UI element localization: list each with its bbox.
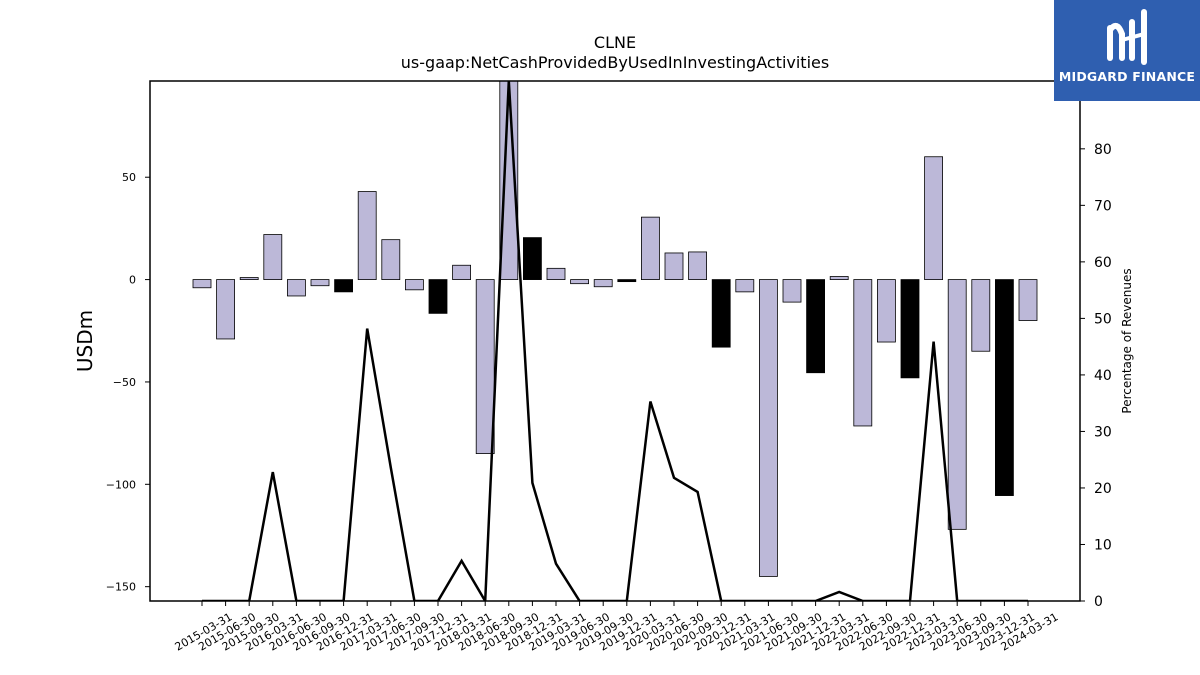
bar <box>735 279 755 293</box>
y-tick-label: 0 <box>129 274 136 287</box>
bar <box>239 277 259 280</box>
bar <box>475 279 495 454</box>
bar <box>570 279 589 285</box>
y-tick-label: −50 <box>113 376 136 389</box>
bar <box>499 81 519 280</box>
y-tick-label: −100 <box>106 478 136 491</box>
bar <box>924 156 943 280</box>
bar <box>664 252 684 280</box>
y2-tick-label: 0 <box>1094 594 1103 610</box>
bar <box>782 279 802 303</box>
y2-axis-label: Percentage of Revenues <box>1120 268 1134 413</box>
bar <box>286 279 306 297</box>
y2-tick-label: 80 <box>1094 142 1112 158</box>
bar <box>546 267 566 280</box>
bar <box>759 279 778 577</box>
bar <box>900 279 920 379</box>
bar <box>829 276 849 280</box>
bar <box>216 279 236 340</box>
bar <box>452 264 472 280</box>
y-tick-label: −150 <box>106 581 136 594</box>
bar <box>853 279 873 427</box>
y-tick-label: 50 <box>122 171 136 184</box>
brand-logo: MIDGARD FINANCE <box>1054 0 1200 101</box>
bar-series <box>192 81 1038 577</box>
x-axis: 2015-03-312015-06-302015-09-302016-03-31… <box>173 601 1061 654</box>
bar <box>310 279 330 287</box>
bar <box>971 279 991 352</box>
bar <box>995 279 1014 496</box>
bar <box>404 279 424 291</box>
midgard-logo-icon <box>1107 9 1147 65</box>
y2-tick-label: 60 <box>1094 255 1112 271</box>
bar <box>334 279 354 293</box>
bar <box>617 279 637 283</box>
bar <box>428 279 448 314</box>
bar <box>593 279 613 288</box>
y-axis-label: USDm <box>73 310 97 372</box>
bar <box>877 279 896 343</box>
bar <box>381 239 401 280</box>
y2-tick-label: 40 <box>1094 368 1112 384</box>
bar <box>263 234 283 280</box>
bar <box>192 279 212 289</box>
y2-tick-label: 50 <box>1094 311 1112 327</box>
bar <box>947 279 967 530</box>
y2-tick-label: 30 <box>1094 424 1112 440</box>
y-axis-right: 0 10 20 30 40 50 60 70 80 <box>1080 142 1112 610</box>
y2-tick-label: 70 <box>1094 198 1112 214</box>
y-axis-left: −150 −100 −50 0 50 <box>106 171 150 594</box>
chart-subtitle: us-gaap:NetCashProvidedByUsedInInvesting… <box>401 53 829 72</box>
bar <box>523 237 542 280</box>
bar <box>357 191 377 280</box>
chart-title: CLNE <box>594 33 636 52</box>
bar <box>806 279 825 374</box>
bar <box>1018 279 1038 321</box>
y2-tick-label: 10 <box>1094 537 1112 553</box>
bar <box>711 279 731 348</box>
plot-frame <box>149 80 1081 602</box>
bar <box>641 216 660 280</box>
y2-tick-label: 20 <box>1094 481 1112 497</box>
brand-name: MIDGARD FINANCE <box>1058 69 1196 84</box>
bar <box>688 251 707 280</box>
